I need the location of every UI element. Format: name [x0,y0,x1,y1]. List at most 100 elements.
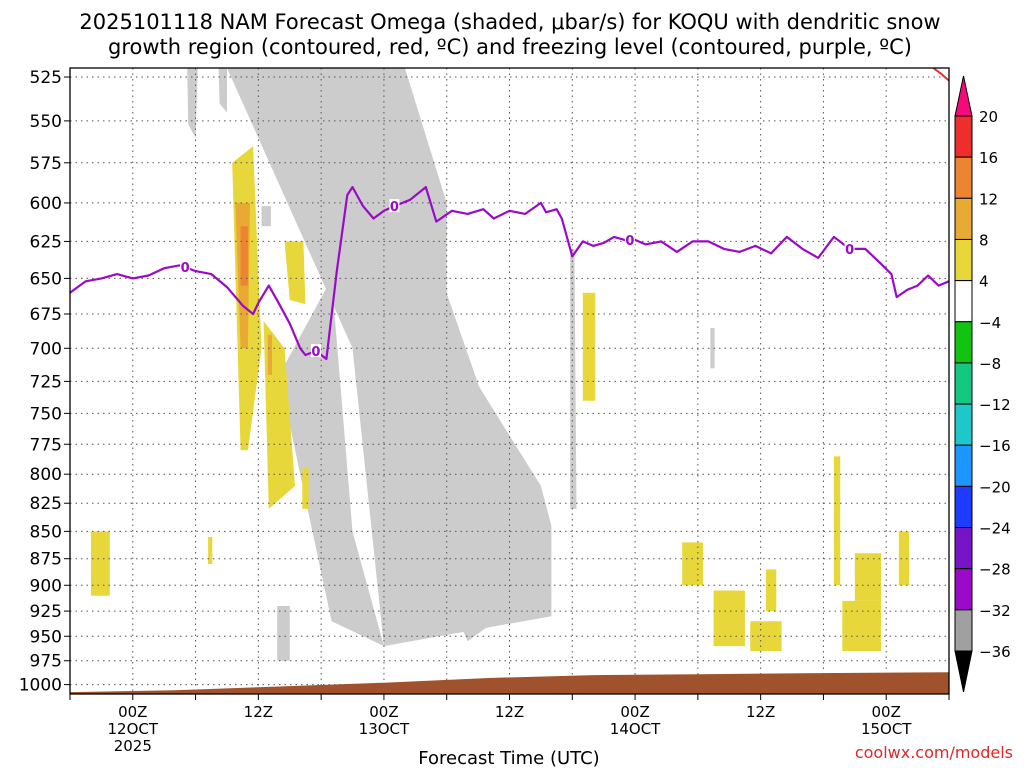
colorbar-segment-12 [954,568,973,611]
x-tick-label-2-0: 00Z [369,703,398,721]
y-tick-label-950: 950 [30,627,62,647]
chart-title-line-1: 2025101118 NAM Forecast Omega (shaded, μ… [79,10,940,34]
colorbar-label-0: 20 [979,108,998,126]
y-tick-label-575: 575 [30,154,62,174]
colorbar-label-1: 16 [979,149,998,167]
freezing-level-label-4: 0 [845,243,854,258]
freezing-level-label-0: 0 [181,261,190,276]
freezing-level-label-bg-4 [844,241,855,255]
omega-region-1 [279,278,384,647]
y-tick-label-800: 800 [30,465,62,485]
colorbar-segment-11 [954,527,973,570]
colorbar-label-11: −28 [979,561,1011,579]
omega-region-11 [399,381,408,426]
x-tick-label-4-1: 14OCT [610,720,661,738]
x-tick-label-3-0: 12Z [495,703,524,721]
colorbar-label-9: −20 [979,478,1011,496]
colorbar-label-2: 12 [979,190,998,208]
y-tick-label-900: 900 [30,576,62,596]
y-tick-label-775: 775 [30,435,62,455]
x-tick-label-6-1: 15OCT [861,720,912,738]
y-tick-label-700: 700 [30,339,62,359]
omega-region-24 [842,600,881,651]
omega-region-14 [284,241,306,305]
y-axis: 525 550 575 600 625 650 675 700 725 750 775 800 825 8… [19,68,70,696]
colorbar-segment-5 [954,280,973,323]
x-tick-label-1-0: 12Z [244,703,273,721]
freezing-level-label-3: 0 [625,234,634,249]
x-tick-label-6-0: 00Z [872,703,901,721]
y-tick-label-600: 600 [30,194,62,214]
freezing-level-line [70,186,949,361]
y-tick-label-650: 650 [30,269,62,289]
omega-region-7 [710,327,715,369]
omega-region-10 [357,295,437,475]
omega-region-16 [208,536,213,565]
omega-region-22 [765,569,777,612]
y-tick-label-550: 550 [30,112,62,132]
omega-region-20 [713,590,745,647]
colorbar-segment-6 [954,321,973,364]
colorbar-label-12: −32 [979,602,1011,620]
omega-region-26 [898,531,910,586]
y-tick-label-875: 875 [30,550,62,570]
y-tick-label-525: 525 [30,68,62,88]
terrain [70,672,949,694]
omega-region-21 [750,621,782,651]
x-axis-label: Forecast Time (UTC) [418,748,599,768]
x-tick-label-0-1: 12OCT [108,720,159,738]
colorbar-segment-9 [954,444,973,487]
contour-lines: 0 0 0 0 0 [70,68,949,361]
colorbar-label-8: −16 [979,437,1011,455]
terrain-fill [70,672,949,694]
colorbar-bottom-arrow [954,650,973,693]
freezing-level-label-bg-0 [180,260,191,274]
colorbar-label-7: −12 [979,396,1011,414]
colorbar-label-6: −8 [979,355,1001,373]
freezing-level-label-bg-2 [389,199,400,213]
y-tick-label-725: 725 [30,372,62,392]
colorbar-segment-7 [954,362,973,405]
colorbar-label-10: −24 [979,520,1011,538]
omega-region-28 [267,334,272,375]
omega-shading [90,68,910,661]
freezing-level-label-bg-3 [624,232,635,246]
dgz-contour-line [932,68,949,82]
y-tick-label-925: 925 [30,602,62,622]
colorbar-label-13: −36 [979,643,1011,661]
omega-region-5 [277,606,290,661]
omega-region-18 [582,292,596,401]
y-tick-label-625: 625 [30,232,62,252]
freezing-level-label-1: 0 [311,345,320,360]
x-tick-label-0-2: 2025 [114,737,152,755]
x-tick-label-0-0: 00Z [118,703,147,721]
omega-region-17 [302,468,309,509]
colorbar-segment-13 [954,609,973,652]
omega-region-29 [240,226,248,286]
colorbar-segment-8 [954,403,973,446]
y-tick-label-825: 825 [30,494,62,514]
colorbar-segment-4 [954,238,973,282]
y-tick-label-1000: 1000 [19,676,62,696]
freezing-level-label-2: 0 [390,200,399,215]
omega-region-15 [90,531,110,596]
colorbar-label-4: 4 [979,273,989,291]
colorbar-segment-10 [954,485,973,529]
x-tick-label-5-0: 12Z [746,703,775,721]
y-tick-label-750: 750 [30,404,62,424]
x-tick-label-2-1: 13OCT [359,720,410,738]
colorbar-segment-2 [954,156,973,199]
colorbar: 20 16 12 8 4 −4 −8 −12 −16 −20 −24 −28 −32 −36 [954,75,1011,693]
omega-region-19 [682,542,704,586]
y-tick-label-850: 850 [30,522,62,542]
y-tick-label-675: 675 [30,305,62,325]
colorbar-segment-1 [954,115,973,158]
colorbar-segment-3 [954,197,973,240]
omega-region-23 [833,456,841,586]
watermark: coolwx.com/models [855,743,1013,762]
chart-title-line-2: growth region (contoured, red, ºC) and f… [108,35,912,59]
omega-region-4 [218,68,227,113]
freezing-level-label-bg-1 [310,343,321,357]
